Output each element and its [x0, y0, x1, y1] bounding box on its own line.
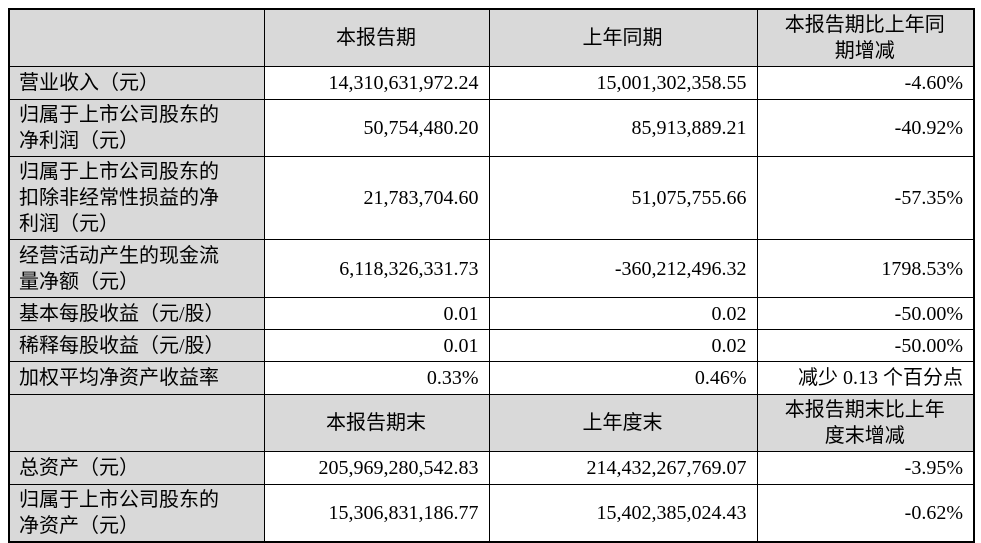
table-row-net-profit-excl-nonrecurring: 归属于上市公司股东的 扣除非经常性损益的净 利润（元） 21,783,704.6…	[8, 156, 975, 240]
table-row-basic-eps: 基本每股收益（元/股） 0.01 0.02 -50.00%	[8, 297, 975, 330]
current-period-cell: 6,118,326,331.73	[263, 239, 490, 298]
change-cell: -50.00%	[756, 297, 975, 330]
table-row-net-assets: 归属于上市公司股东的 净资产（元） 15,306,831,186.77 15,4…	[8, 484, 975, 543]
table-row-net-profit: 归属于上市公司股东的 净利润（元） 50,754,480.20 85,913,8…	[8, 99, 975, 157]
change-cell: 1798.53%	[756, 239, 975, 298]
prior-period-cell: 15,402,385,024.43	[488, 484, 758, 543]
change-cell: -3.95%	[756, 451, 975, 485]
current-period-cell: 205,969,280,542.83	[263, 451, 490, 485]
corner-cell	[8, 394, 265, 452]
current-period-cell: 15,306,831,186.77	[263, 484, 490, 543]
current-period-cell: 0.01	[263, 297, 490, 330]
col-header-current-period-end: 本报告期末	[263, 394, 490, 452]
col-header-prior-year-end: 上年度末	[488, 394, 758, 452]
table-row-weighted-avg-roe: 加权平均净资产收益率 0.33% 0.46% 减少 0.13 个百分点	[8, 361, 975, 395]
row-label-cell: 归属于上市公司股东的 净资产（元）	[8, 484, 265, 543]
row-label-cell: 经营活动产生的现金流 量净额（元）	[8, 239, 265, 298]
row-label-cell: 营业收入（元）	[8, 66, 265, 100]
current-period-cell: 50,754,480.20	[263, 99, 490, 157]
change-cell: -0.62%	[756, 484, 975, 543]
col-header-current-period: 本报告期	[263, 8, 490, 67]
financial-summary-table: 本报告期 上年同期 本报告期比上年同 期增减 营业收入（元） 14,310,63…	[8, 8, 975, 543]
row-label-cell: 归属于上市公司股东的 净利润（元）	[8, 99, 265, 157]
header-row-period-end: 本报告期末 上年度末 本报告期末比上年 度末增减	[8, 394, 975, 452]
corner-cell	[8, 8, 265, 67]
change-cell: -4.60%	[756, 66, 975, 100]
prior-period-cell: 214,432,267,769.07	[488, 451, 758, 485]
row-label-cell: 加权平均净资产收益率	[8, 361, 265, 395]
change-cell: -57.35%	[756, 156, 975, 240]
header-row-period: 本报告期 上年同期 本报告期比上年同 期增减	[8, 8, 975, 67]
prior-period-cell: 0.02	[488, 297, 758, 330]
prior-period-cell: 15,001,302,358.55	[488, 66, 758, 100]
table-row-diluted-eps: 稀释每股收益（元/股） 0.01 0.02 -50.00%	[8, 329, 975, 362]
prior-period-cell: -360,212,496.32	[488, 239, 758, 298]
current-period-cell: 14,310,631,972.24	[263, 66, 490, 100]
col-header-period-end-change: 本报告期末比上年 度末增减	[756, 394, 975, 452]
col-header-period-change: 本报告期比上年同 期增减	[756, 8, 975, 67]
current-period-cell: 0.33%	[263, 361, 490, 395]
table-row-total-assets: 总资产（元） 205,969,280,542.83 214,432,267,76…	[8, 451, 975, 485]
row-label-cell: 稀释每股收益（元/股）	[8, 329, 265, 362]
table-row-operating-cash-flow: 经营活动产生的现金流 量净额（元） 6,118,326,331.73 -360,…	[8, 239, 975, 298]
change-cell: 减少 0.13 个百分点	[756, 361, 975, 395]
prior-period-cell: 51,075,755.66	[488, 156, 758, 240]
row-label-cell: 归属于上市公司股东的 扣除非经常性损益的净 利润（元）	[8, 156, 265, 240]
change-cell: -40.92%	[756, 99, 975, 157]
current-period-cell: 21,783,704.60	[263, 156, 490, 240]
col-header-prior-period: 上年同期	[488, 8, 758, 67]
row-label-cell: 基本每股收益（元/股）	[8, 297, 265, 330]
change-cell: -50.00%	[756, 329, 975, 362]
current-period-cell: 0.01	[263, 329, 490, 362]
table-row-operating-revenue: 营业收入（元） 14,310,631,972.24 15,001,302,358…	[8, 66, 975, 100]
prior-period-cell: 0.02	[488, 329, 758, 362]
prior-period-cell: 0.46%	[488, 361, 758, 395]
prior-period-cell: 85,913,889.21	[488, 99, 758, 157]
row-label-cell: 总资产（元）	[8, 451, 265, 485]
